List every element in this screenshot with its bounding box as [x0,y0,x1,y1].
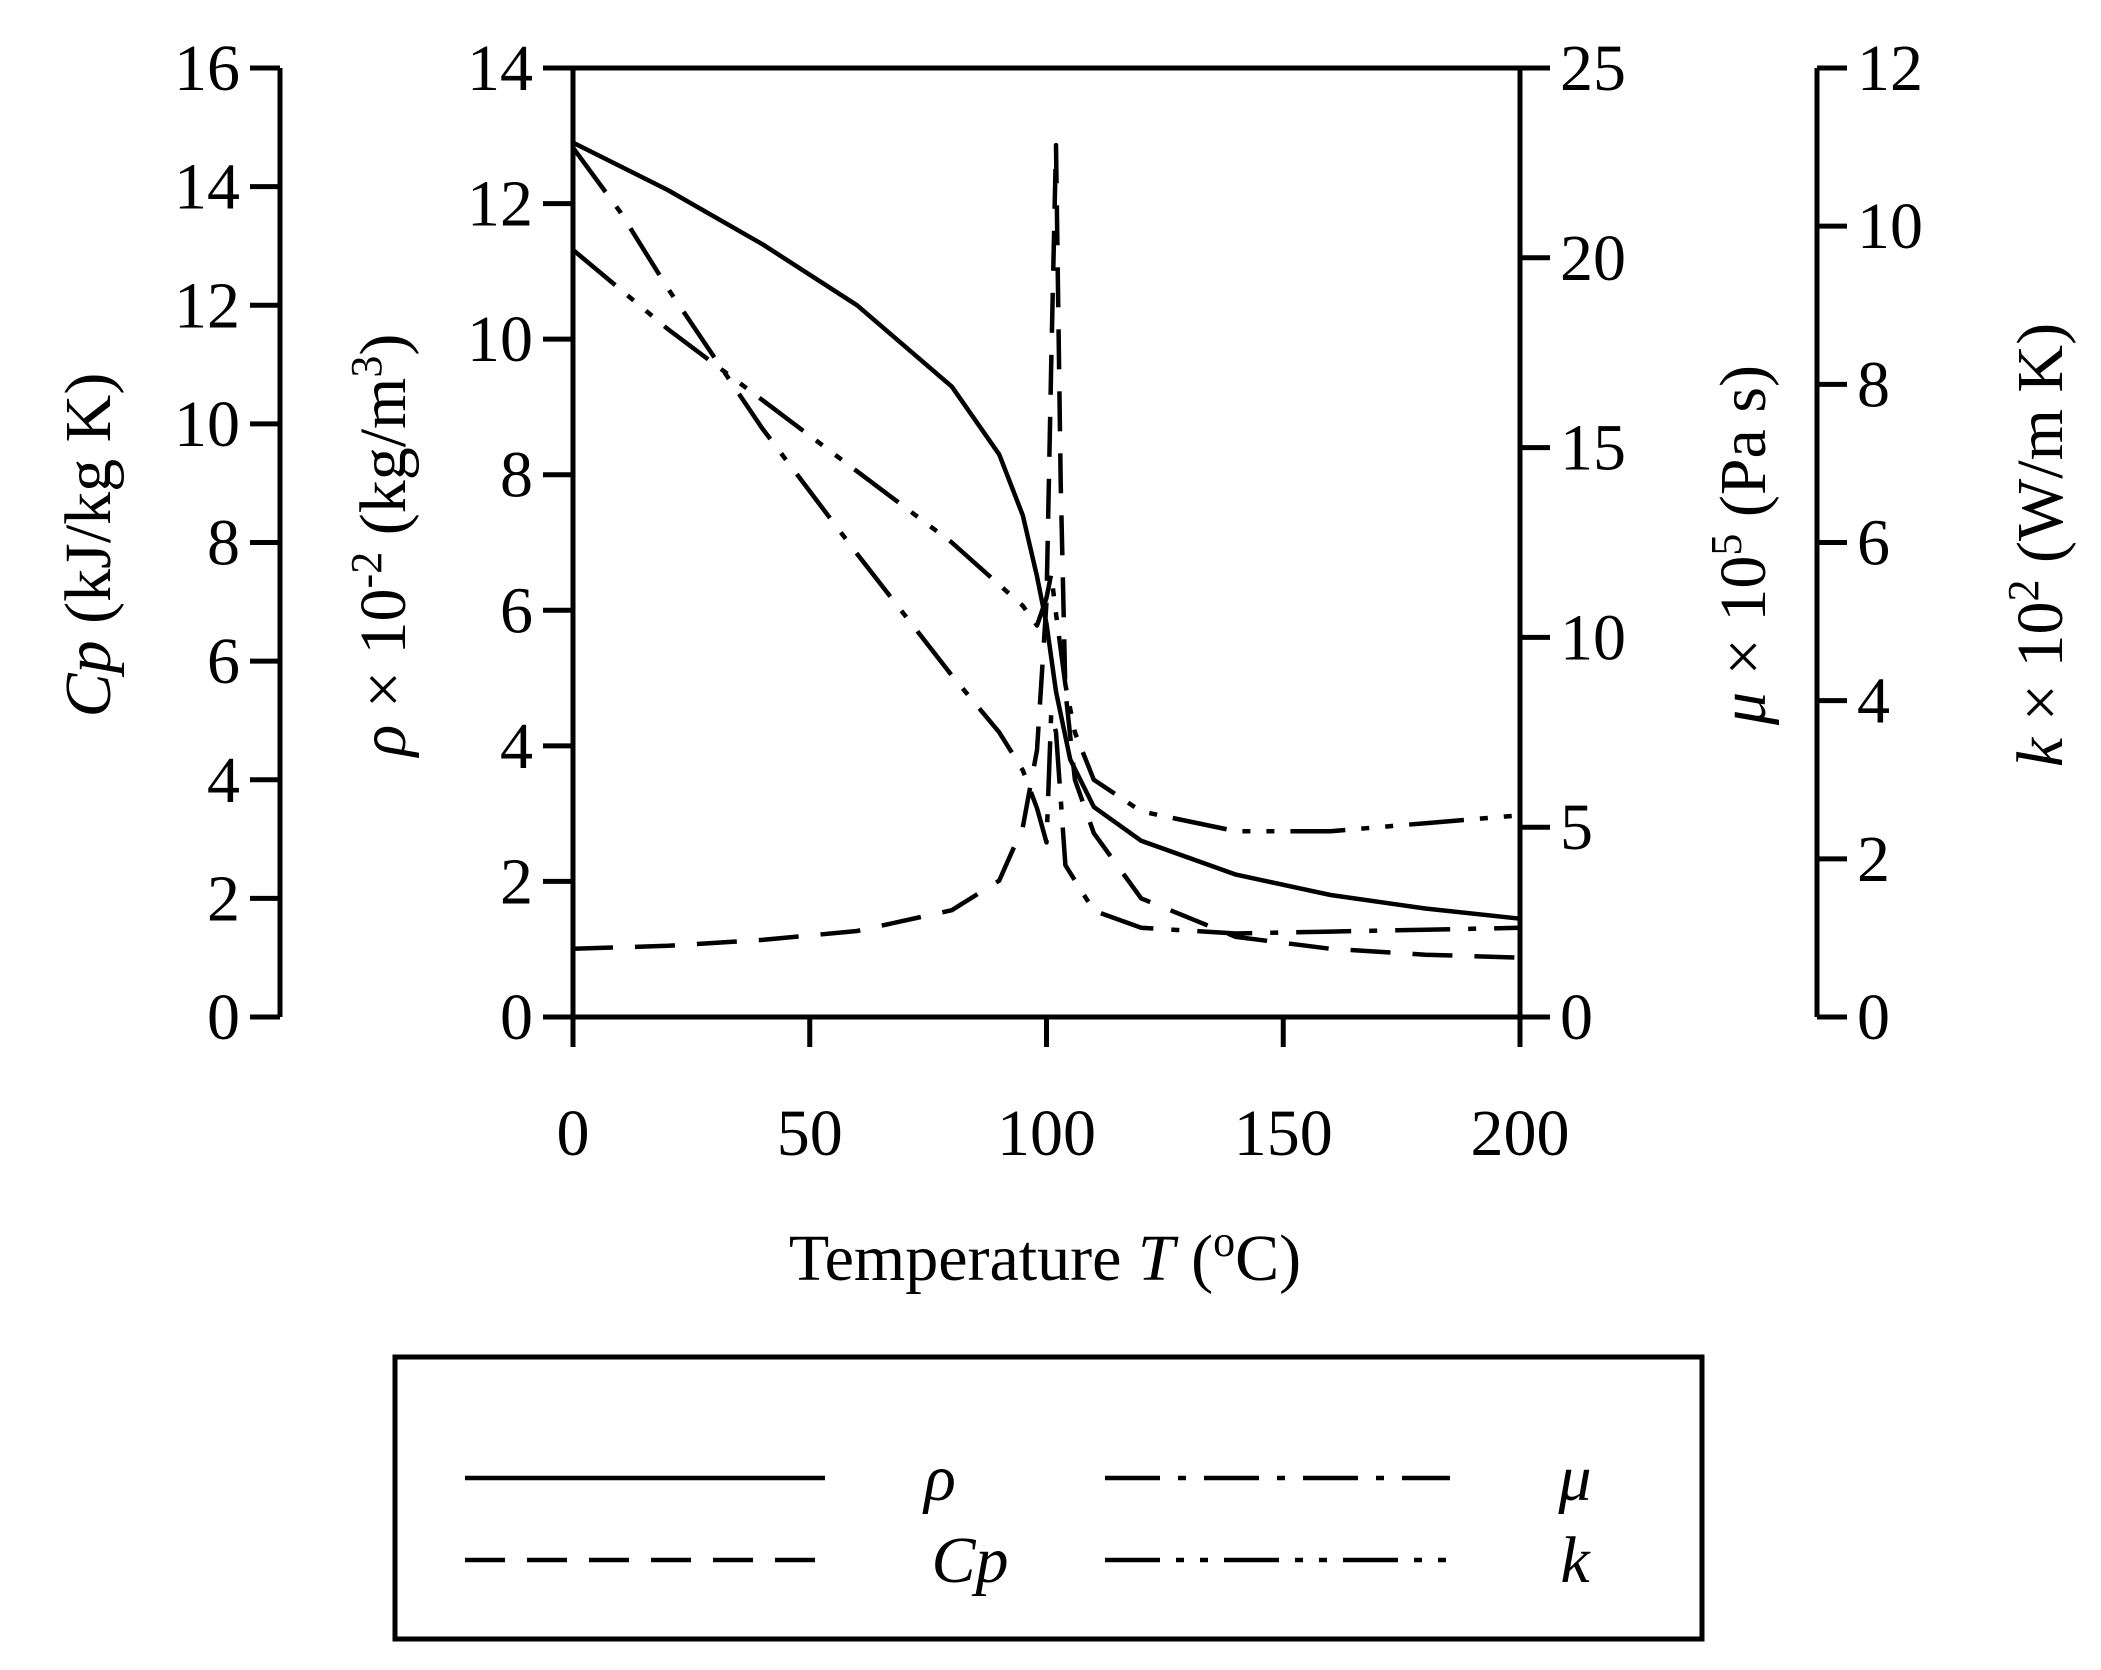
k-tick-label: 10 [1857,190,1923,263]
mu-tick-label: 20 [1560,222,1626,295]
series-line-mu [571,146,1521,936]
rho-tick-label: 4 [500,710,533,783]
cp-tick-label: 4 [207,744,240,817]
series-line-k [571,248,1521,834]
mu-tick-label: 5 [1560,791,1593,864]
cp-tick-label: 14 [174,151,240,224]
mu-tick-label: 0 [1560,981,1593,1054]
legend-label-cp: Cp [931,1524,1008,1597]
legend-label-rho: ρ [922,1442,956,1515]
legend-box [392,1354,1705,1642]
cp-tick-label: 6 [207,625,240,698]
axes-layer [250,65,1847,1047]
k-tick-label: 12 [1857,32,1923,105]
mu-tick-label: 25 [1560,32,1626,105]
k-axis-title: k × 102 (W/m K) [1999,323,2078,767]
legend-label-k: k [1560,1524,1591,1597]
cp-tick-label: 8 [207,507,240,580]
x-tick-label: 150 [1234,1097,1333,1170]
rho-tick-label: 10 [467,303,533,376]
x-tick-label: 50 [777,1097,843,1170]
mu-tick-label: 10 [1560,601,1626,674]
cp-tick-label: 0 [207,981,240,1054]
mu-axis-title: μ × 105 (Pa s) [1702,365,1781,726]
k-tick-label: 0 [1857,981,1890,1054]
series-line-cp [572,142,1521,960]
x-tick-label: 100 [997,1097,1096,1170]
x-tick-label: 200 [1471,1097,1570,1170]
rho-axis-title: ρ × 10-2 (kg/m3) [342,334,421,759]
cp-tick-label: 12 [174,269,240,342]
rho-tick-label: 12 [467,168,533,241]
rho-tick-label: 14 [467,32,533,105]
k-tick-label: 2 [1857,823,1890,896]
cp-tick-label: 10 [174,388,240,461]
series-line-rho [571,140,1521,921]
labels-layer: 0 2 4 6 8 10 12 14 16 0 2 4 6 8 10 12 14 0 5 10 15 20 25 0 2 4 6 8 1… [52,32,2077,1295]
cp-tick-label: 2 [207,862,240,935]
rho-tick-label: 2 [500,845,533,918]
rho-tick-label: 0 [500,981,533,1054]
k-tick-label: 6 [1857,507,1890,580]
mu-tick-label: 15 [1560,412,1626,485]
cp-axis-title: Cp (kJ/kg K) [52,373,125,718]
rho-tick-label: 6 [500,574,533,647]
k-tick-label: 4 [1857,665,1890,738]
k-tick-label: 8 [1857,348,1890,421]
legend-label-mu: μ [1557,1442,1591,1515]
x-axis-title: Temperature T (oC) [789,1217,1301,1296]
series-layer [571,140,1521,960]
rho-tick-label: 8 [500,439,533,512]
x-tick-label: 0 [557,1097,590,1170]
cp-tick-label: 16 [174,32,240,105]
legend: ρ μ Cp k [392,1354,1705,1642]
